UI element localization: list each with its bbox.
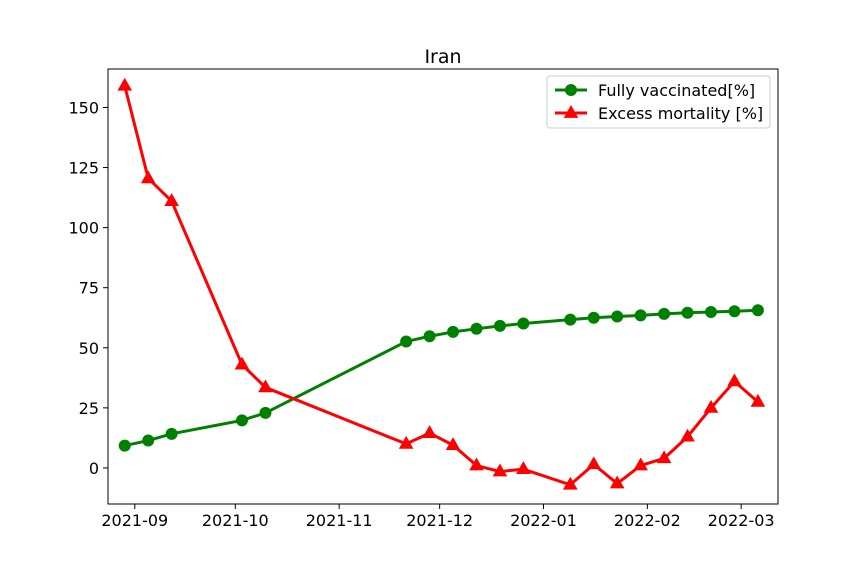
x-tick-label: 2021-09 xyxy=(101,511,168,530)
legend-label: Excess mortality [%] xyxy=(598,104,763,123)
data-point xyxy=(117,77,133,91)
y-tick-label: 150 xyxy=(68,98,99,117)
data-point xyxy=(564,313,577,326)
plot-content xyxy=(117,77,766,490)
x-tick-label: 2022-03 xyxy=(708,511,775,530)
x-tick-label: 2022-02 xyxy=(614,511,681,530)
series-fully-vaccinated xyxy=(118,304,764,452)
y-tick-label: 25 xyxy=(79,399,99,418)
data-point xyxy=(703,399,719,413)
data-point xyxy=(447,325,460,338)
x-tick-label: 2021-12 xyxy=(406,511,473,530)
x-tick-label: 2022-01 xyxy=(510,511,577,530)
x-tick-label: 2021-10 xyxy=(202,511,269,530)
data-point xyxy=(656,450,672,464)
data-point xyxy=(563,476,578,490)
data-point xyxy=(586,456,602,470)
data-point xyxy=(751,304,764,317)
plot-frame xyxy=(107,68,779,505)
data-point xyxy=(164,193,179,207)
y-tick-label: 75 xyxy=(79,279,99,298)
data-point xyxy=(680,428,695,442)
data-point xyxy=(634,309,647,322)
data-point xyxy=(492,463,508,477)
data-point xyxy=(609,475,625,489)
data-point xyxy=(728,305,741,318)
data-point xyxy=(118,439,131,452)
data-point xyxy=(750,393,766,407)
data-point xyxy=(516,461,531,474)
data-point xyxy=(727,373,742,387)
legend-marker xyxy=(563,104,579,118)
legend-item: Excess mortality [%] xyxy=(555,104,763,123)
data-point xyxy=(445,437,461,450)
data-point xyxy=(587,311,600,324)
legend: Fully vaccinated[%] Excess mortality [%] xyxy=(546,75,771,129)
legend-box xyxy=(546,75,771,129)
x-axis: 2021-09 2021-10 2021-11 2021-12 2022-01 2022-… xyxy=(101,504,775,530)
data-point xyxy=(633,457,648,471)
chart-title: Iran xyxy=(424,46,461,68)
series-excess-mortality xyxy=(117,77,766,490)
data-point xyxy=(423,330,436,343)
data-point xyxy=(469,457,484,471)
data-point xyxy=(142,434,155,447)
data-point xyxy=(140,170,156,184)
data-point xyxy=(681,306,694,319)
data-point xyxy=(165,427,178,440)
y-tick-label: 125 xyxy=(68,159,99,178)
data-point xyxy=(422,425,437,438)
data-point xyxy=(400,335,413,348)
data-point xyxy=(234,356,250,370)
y-axis: 0 25 50 75 100 125 150 xyxy=(68,98,108,478)
x-tick-label: 2021-11 xyxy=(306,511,373,530)
y-tick-label: 0 xyxy=(89,459,99,478)
data-point xyxy=(398,435,414,449)
y-tick-label: 100 xyxy=(68,219,99,238)
data-point xyxy=(517,317,530,330)
legend-label: Fully vaccinated[%] xyxy=(598,81,755,100)
data-point xyxy=(493,319,506,332)
data-point xyxy=(259,406,272,419)
data-point xyxy=(705,305,717,318)
data-point xyxy=(470,322,483,335)
legend-marker xyxy=(565,84,577,96)
y-tick-label: 50 xyxy=(79,339,99,358)
data-point xyxy=(236,414,248,427)
legend-item: Fully vaccinated[%] xyxy=(555,81,755,100)
data-point xyxy=(611,310,624,323)
data-point xyxy=(658,307,671,320)
data-point xyxy=(258,379,273,393)
